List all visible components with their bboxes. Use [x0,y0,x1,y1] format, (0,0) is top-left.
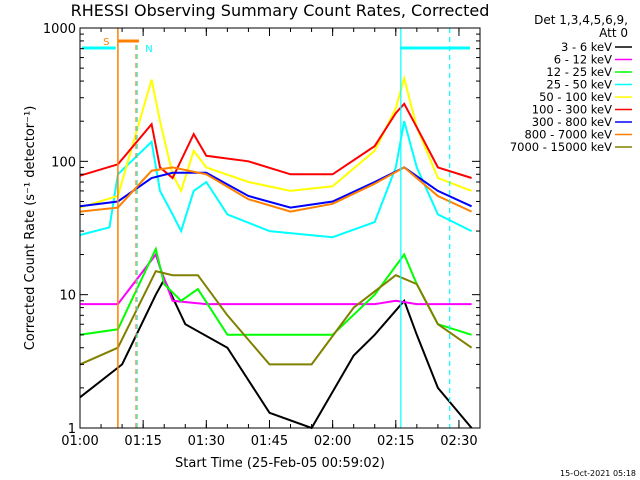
series-line-7 [79,166,473,213]
s-marker-label: S [103,37,109,48]
time-markers: SN [82,28,470,428]
y-tick-label: 100 [51,155,76,170]
n-marker-label: N [145,44,152,55]
x-tick-label: 02:15 [377,434,414,449]
plot-area [79,74,473,430]
legend-label: 50 - 100 keV [539,90,612,104]
legend-label: 3 - 6 keV [561,40,612,54]
series-line-0 [79,277,473,430]
x-axis-label: Start Time (25-Feb-05 00:59:02) [175,456,385,471]
footer-timestamp: 15-Oct-2021 05:18 [560,469,636,478]
legend-label: 800 - 7000 keV [524,128,612,142]
legend-label: 12 - 25 keV [546,65,612,79]
x-tick-label: 01:15 [124,434,161,449]
legend-label: 6 - 12 keV [554,53,612,67]
legend-label: 7000 - 15000 keV [510,140,612,154]
x-tick-label: 01:45 [251,434,288,449]
x-tick-label: 01:30 [188,434,225,449]
chart-title: RHESSI Observing Summary Count Rates, Co… [71,1,490,20]
legend-header-line-2: Att 0 [599,26,628,40]
x-tick-label: 02:00 [314,434,351,449]
y-tick-label: 1000 [43,22,76,37]
plot-frame [79,27,481,429]
y-tick-label: 1 [68,422,76,437]
y-axis: 1 10 100 1000 [43,22,480,437]
series-line-2 [79,245,472,336]
series-line-5 [79,102,472,180]
series-line-8 [79,270,473,366]
x-axis: 01:00 01:15 01:30 01:45 02:00 02:15 02:30 [61,28,481,449]
y-tick-label: 10 [59,289,76,304]
y-axis-label: Corrected Count Rate (s⁻¹ detector⁻¹) [23,106,38,351]
x-tick-label: 02:30 [440,434,477,449]
legend-label: 300 - 800 keV [532,115,612,129]
x-tick-label: 01:00 [61,434,98,449]
legend-header-line-1: Det 1,3,4,5,6,9, [534,13,628,27]
series-line-3 [79,120,473,239]
series-line-1 [80,252,472,306]
series-line-4 [79,74,472,209]
legend-label: 25 - 50 keV [546,78,612,92]
legend-label: 100 - 300 keV [532,103,612,117]
